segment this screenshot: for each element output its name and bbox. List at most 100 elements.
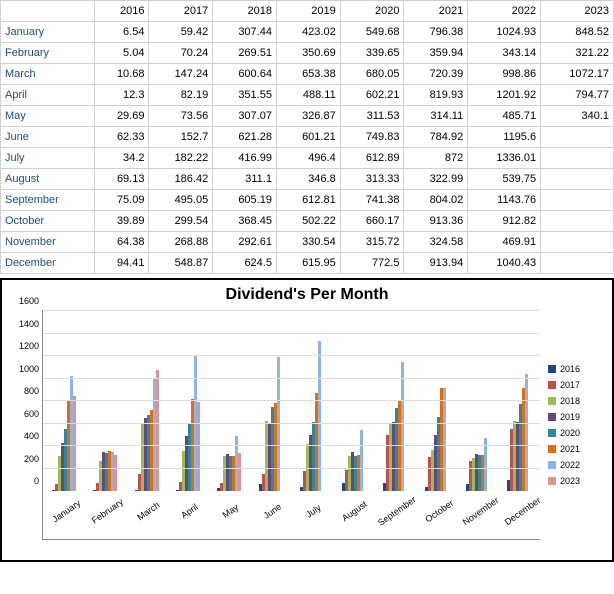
gridline [43, 333, 540, 334]
value-cell: 10.68 [94, 64, 149, 85]
value-cell: 299.54 [149, 211, 213, 232]
legend-label: 2017 [560, 380, 580, 390]
value-cell: 602.21 [340, 85, 404, 106]
y-axis-label: 800 [24, 386, 39, 396]
value-cell: 796.38 [404, 22, 468, 43]
table-row: February5.0470.24269.51350.69339.65359.9… [1, 43, 614, 64]
bar-group [457, 438, 498, 491]
month-cell: May [1, 106, 95, 127]
value-cell: 912.82 [468, 211, 541, 232]
value-cell: 330.54 [276, 232, 340, 253]
value-cell: 5.04 [94, 43, 149, 64]
bar-group [43, 376, 84, 491]
value-cell: 12.3 [94, 85, 149, 106]
chart-legend: 20162017201820192020202120222023 [548, 310, 602, 540]
month-cell: February [1, 43, 95, 64]
value-cell: 539.75 [468, 169, 541, 190]
value-cell: 741.38 [340, 190, 404, 211]
value-cell: 351.55 [213, 85, 277, 106]
bar-group [499, 374, 540, 491]
value-cell: 269.51 [213, 43, 277, 64]
value-cell: 913.94 [404, 253, 468, 274]
bar [401, 362, 404, 491]
bar-group [126, 370, 167, 491]
bar [114, 455, 117, 491]
legend-item: 2018 [548, 396, 602, 406]
table-row: July34.2182.22416.99496.4612.898721336.0… [1, 148, 614, 169]
value-cell: 615.95 [276, 253, 340, 274]
legend-swatch [548, 397, 556, 405]
value-cell: 368.45 [213, 211, 277, 232]
value-cell: 423.02 [276, 22, 340, 43]
value-cell: 315.72 [340, 232, 404, 253]
value-cell: 322.99 [404, 169, 468, 190]
table-row: May29.6973.56307.07326.87311.53314.11485… [1, 106, 614, 127]
value-cell: 343.14 [468, 43, 541, 64]
chart-container: Dividend's Per Month 0200400600800100012… [0, 278, 614, 562]
table-row: December94.41548.87624.5615.95772.5913.9… [1, 253, 614, 274]
gridline [43, 400, 540, 401]
value-cell: 152.7 [149, 127, 213, 148]
value-cell: 749.83 [340, 127, 404, 148]
legend-item: 2020 [548, 428, 602, 438]
gridline [43, 355, 540, 356]
y-axis-label: 200 [24, 454, 39, 464]
value-cell: 549.68 [340, 22, 404, 43]
y-axis-label: 1600 [19, 296, 39, 306]
value-cell: 147.24 [149, 64, 213, 85]
col-year: 2021 [404, 1, 468, 22]
bar [197, 402, 200, 491]
value-cell: 6.54 [94, 22, 149, 43]
value-cell: 73.56 [149, 106, 213, 127]
value-cell: 872 [404, 148, 468, 169]
value-cell: 64.38 [94, 232, 149, 253]
legend-swatch [548, 461, 556, 469]
table-row: March10.68147.24600.64653.38680.05720.39… [1, 64, 614, 85]
table-row: June62.33152.7621.28601.21749.83784.9211… [1, 127, 614, 148]
gridline [43, 445, 540, 446]
value-cell: 605.19 [213, 190, 277, 211]
bar-group [84, 451, 125, 491]
data-table: 20162017201820192020202120222023 January… [0, 0, 614, 274]
bar-group [374, 362, 415, 491]
value-cell: 600.64 [213, 64, 277, 85]
bar [73, 396, 76, 491]
value-cell [541, 169, 614, 190]
value-cell: 772.5 [340, 253, 404, 274]
value-cell [541, 253, 614, 274]
value-cell: 612.89 [340, 148, 404, 169]
value-cell: 784.92 [404, 127, 468, 148]
value-cell: 621.28 [213, 127, 277, 148]
bar-group [333, 430, 374, 491]
value-cell: 612.81 [276, 190, 340, 211]
y-axis-label: 1400 [19, 319, 39, 329]
value-cell: 495.05 [149, 190, 213, 211]
legend-label: 2021 [560, 444, 580, 454]
value-cell [541, 148, 614, 169]
bar-group [416, 388, 457, 491]
legend-label: 2022 [560, 460, 580, 470]
month-cell: July [1, 148, 95, 169]
col-year: 2020 [340, 1, 404, 22]
month-cell: January [1, 22, 95, 43]
month-cell: October [1, 211, 95, 232]
col-year: 2016 [94, 1, 149, 22]
bar [238, 453, 241, 491]
legend-item: 2023 [548, 476, 602, 486]
value-cell: 82.19 [149, 85, 213, 106]
value-cell: 469.91 [468, 232, 541, 253]
value-cell: 339.65 [340, 43, 404, 64]
value-cell: 624.5 [213, 253, 277, 274]
chart-title: Dividend's Per Month [12, 286, 602, 304]
value-cell: 186.42 [149, 169, 213, 190]
value-cell: 1024.93 [468, 22, 541, 43]
value-cell: 1072.17 [541, 64, 614, 85]
month-cell: June [1, 127, 95, 148]
value-cell: 340.1 [541, 106, 614, 127]
month-cell: April [1, 85, 95, 106]
value-cell [541, 127, 614, 148]
value-cell: 75.09 [94, 190, 149, 211]
month-cell: December [1, 253, 95, 274]
value-cell: 307.44 [213, 22, 277, 43]
value-cell: 804.02 [404, 190, 468, 211]
